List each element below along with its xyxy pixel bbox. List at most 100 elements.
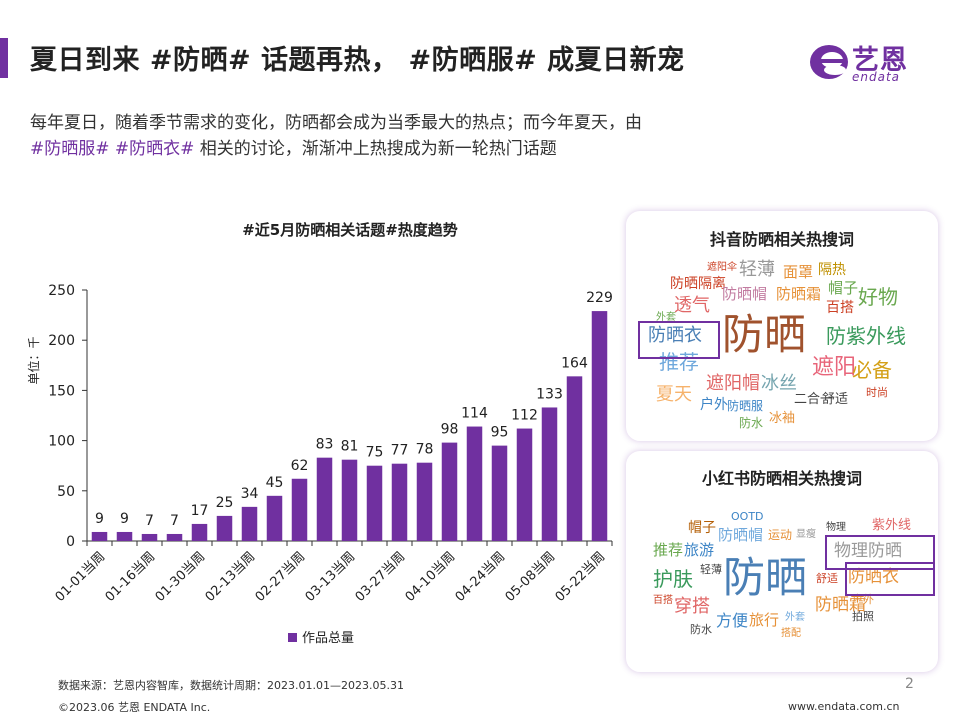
bar-value-label: 112 — [511, 408, 538, 424]
bar-value-label: 9 — [120, 511, 129, 527]
xhs-cloud-word: 搭配 — [781, 628, 801, 639]
xhs-cloud-word: 百搭 — [653, 595, 673, 606]
douyin-cloud-word: 时尚 — [866, 386, 888, 399]
bar-value-label: 83 — [316, 437, 334, 453]
bar — [316, 457, 333, 541]
x-tick-label: 01-16当周 — [103, 549, 159, 605]
legend-swatch — [288, 633, 297, 642]
bar-value-label: 9 — [95, 511, 104, 527]
xhs-cloud-panel: 小红书防晒相关热搜词 防晒 物理防晒 防晒衣 防晒霜 护肤 穿搭 推荐 旅游 方便 旅行 防晒帽 运动… — [626, 451, 938, 672]
xhs-cloud-word: 防晒霜 — [815, 595, 866, 615]
bar — [91, 531, 108, 541]
douyin-cloud-word: 轻薄 — [739, 259, 775, 280]
bar — [491, 445, 508, 541]
data-source-note: 数据来源：艺恩内容智库，数据统计周期：2023.01.01—2023.05.31 — [58, 679, 404, 692]
xhs-cloud-word: 物理 — [826, 522, 846, 533]
bar — [241, 506, 258, 541]
intro-paragraph: 每年夏日，随着季节需求的变化，防晒都会成为当季最大的热点；而今年夏天，由 #防晒… — [30, 110, 910, 162]
xhs-cloud-word: 防晒衣 — [848, 567, 899, 587]
x-tick-label: 05-08当周 — [503, 549, 559, 605]
intro-tag-1: #防晒服# — [30, 139, 110, 159]
douyin-cloud-highlight-box — [638, 321, 720, 359]
douyin-cloud-word: 好物 — [858, 285, 898, 309]
douyin-cloud-word: 夏天 — [656, 384, 692, 405]
douyin-cloud-word: 透气 — [674, 295, 710, 316]
xhs-cloud-highlight-box — [825, 535, 935, 570]
douyin-cloud-word: 防晒衣 — [648, 325, 702, 346]
xhs-cloud-word: 防水 — [690, 623, 712, 636]
y-tick-label: 250 — [48, 283, 75, 299]
bar — [516, 428, 533, 541]
bar-value-label: 25 — [216, 495, 234, 511]
bar-value-label: 77 — [391, 443, 409, 459]
xhs-cloud-word: 旅行 — [749, 611, 780, 629]
douyin-cloud-word: 防晒帽 — [722, 285, 768, 303]
endata-logo-icon — [810, 45, 848, 79]
bar — [391, 463, 408, 541]
page-title: 夏日到来 #防晒# 话题再热， #防晒服# 成夏日新宠 — [30, 45, 685, 76]
douyin-cloud-word: 防晒服 — [727, 399, 764, 413]
bar — [541, 407, 558, 541]
douyin-cloud-word: 防晒霜 — [776, 285, 822, 303]
douyin-cloud-word: 隔热 — [818, 262, 846, 278]
bar — [566, 376, 583, 541]
bar — [591, 311, 608, 541]
bar-value-label: 7 — [170, 513, 179, 529]
logo-text-en: endata — [852, 70, 901, 84]
bar-value-label: 7 — [145, 513, 154, 529]
x-tick-label: 02-13当周 — [203, 549, 259, 605]
x-tick-label: 03-27当周 — [353, 549, 409, 605]
intro-line-2: #防晒服# #防晒衣# 相关的讨论，渐渐冲上热搜成为新一轮热门话题 — [30, 136, 910, 162]
xhs-cloud-highlight-box — [845, 562, 935, 596]
bar-value-label: 114 — [461, 406, 488, 422]
bar-value-label: 75 — [366, 445, 384, 461]
douyin-cloud-word: 遮阳帽 — [706, 373, 760, 394]
douyin-cloud-word: 户外 — [700, 397, 728, 413]
legend-label: 作品总量 — [302, 631, 354, 646]
bar-value-label: 45 — [266, 475, 284, 491]
douyin-cloud-word: 防水 — [739, 416, 764, 430]
xhs-cloud-word: OOTD — [731, 510, 764, 523]
douyin-cloud-word: 百搭 — [826, 300, 854, 316]
douyin-cloud-word: 帽子 — [828, 279, 859, 297]
y-tick-label: 50 — [57, 484, 75, 500]
x-tick-label: 04-24当周 — [453, 549, 509, 605]
douyin-cloud-word: 防晒 — [722, 310, 807, 359]
intro-tag-2: #防晒衣# — [114, 139, 195, 159]
copyright-note: ©2023.06 艺恩 ENDATA Inc. — [58, 701, 211, 714]
intro-line-1: 每年夏日，随着季节需求的变化，防晒都会成为当季最大的热点；而今年夏天，由 — [30, 113, 642, 133]
douyin-cloud-word: 防晒隔离 — [670, 276, 726, 292]
bar-value-label: 98 — [441, 422, 459, 438]
xhs-cloud-word: 运动 — [768, 528, 793, 542]
xhs-cloud-word: 拍照 — [852, 610, 874, 623]
douyin-cloud-word: 外套 — [656, 312, 676, 323]
xhs-cloud-word: 舒适 — [816, 572, 838, 585]
douyin-cloud-panel: 抖音防晒相关热搜词 防晒 防晒衣 防紫外线 遮阳 必备 好物 透气 推荐 夏天 遮阳帽 冰丝 轻薄 面罩… — [626, 211, 938, 441]
douyin-cloud-word: 冰袖 — [769, 411, 796, 426]
bar — [141, 533, 158, 541]
y-tick-label: 200 — [48, 333, 75, 349]
bar — [416, 462, 433, 541]
bar — [341, 459, 358, 541]
xhs-cloud-word: 紫外线 — [872, 518, 912, 533]
bar — [166, 533, 183, 541]
xhs-cloud-word: 显瘦 — [796, 529, 816, 540]
x-tick-label: 03-13当周 — [303, 549, 359, 605]
xhs-cloud-word: 轻薄 — [700, 563, 722, 576]
bar — [466, 426, 483, 541]
y-axis-label: 单位：千 — [26, 336, 41, 384]
bar — [216, 515, 233, 541]
x-tick-label: 01-30当周 — [153, 549, 209, 605]
xhs-cloud-word: 外套 — [785, 612, 805, 623]
bar — [116, 531, 133, 541]
bar-value-label: 95 — [491, 425, 509, 441]
bar-value-label: 133 — [536, 386, 563, 402]
xhs-cloud-word: 推荐 — [653, 541, 684, 559]
x-tick-label: 05-22当周 — [553, 549, 609, 605]
douyin-cloud-word: 防紫外线 — [826, 324, 906, 348]
bar-value-label: 34 — [241, 486, 259, 502]
bar-value-label: 17 — [191, 503, 209, 519]
y-tick-label: 100 — [48, 434, 75, 450]
y-tick-label: 0 — [66, 534, 75, 550]
xhs-cloud-word: 护肤 — [653, 567, 693, 591]
